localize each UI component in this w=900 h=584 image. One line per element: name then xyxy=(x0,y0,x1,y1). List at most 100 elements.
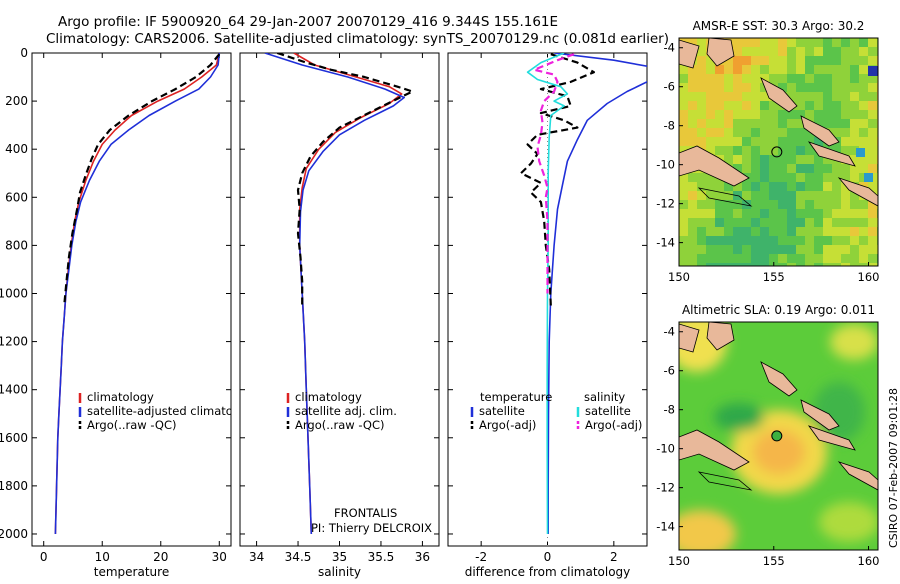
sst-cell xyxy=(832,182,841,191)
sst-cell xyxy=(751,218,760,227)
sst-cell xyxy=(679,254,688,263)
sst-cell xyxy=(697,191,706,200)
pi-label: PI: Thierry DELCROIX xyxy=(311,521,432,535)
sst-cell xyxy=(769,137,778,146)
map-y-tick-label: -4 xyxy=(664,325,675,339)
sst-cell xyxy=(742,227,751,236)
island-bougainville xyxy=(760,361,798,397)
sst-cell xyxy=(814,65,823,74)
y-tick-label: 400 xyxy=(5,142,28,156)
sst-cell xyxy=(760,74,769,83)
sst-cell xyxy=(814,182,823,191)
sst-cell xyxy=(868,47,877,56)
sst-cell xyxy=(796,38,805,47)
sst-cell xyxy=(796,254,805,263)
x-tick-label: 0 xyxy=(544,550,552,564)
sst-cell xyxy=(814,101,823,110)
reef-outline xyxy=(697,187,753,207)
sst-cell xyxy=(724,263,733,266)
sst-cell xyxy=(805,227,814,236)
sst-cell xyxy=(850,83,859,92)
series-line-satellite xyxy=(526,53,569,535)
sst-cell-cold xyxy=(868,66,878,76)
y-tick-label: 1800 xyxy=(0,479,28,493)
map-y-tick-label: -10 xyxy=(656,442,675,456)
map-x-tick-label: 155 xyxy=(763,554,785,568)
sst-cell xyxy=(859,119,868,128)
sst-cell xyxy=(859,128,868,137)
map-y-tick-label: -10 xyxy=(656,158,675,172)
sst-cell xyxy=(859,137,868,146)
sst-cell xyxy=(697,128,706,137)
sst-cell xyxy=(769,65,778,74)
sst-cell xyxy=(742,92,751,101)
sst-cell xyxy=(751,128,760,137)
sst-cell xyxy=(778,137,787,146)
sst-cell xyxy=(859,200,868,209)
sst-cell xyxy=(823,110,832,119)
sst-cell xyxy=(688,191,697,200)
sst-cell xyxy=(832,56,841,65)
panel-temperature: 0 10 20 30 temperature 0 200 400 600 800 1000 1200 1… xyxy=(0,46,232,579)
sst-cell xyxy=(688,101,697,110)
sst-cell xyxy=(760,236,769,245)
sst-cell xyxy=(733,119,742,128)
y-tick-label: 1600 xyxy=(0,431,28,445)
sst-cell xyxy=(697,263,706,266)
sst-cell xyxy=(760,119,769,128)
sst-cell xyxy=(697,254,706,263)
sst-cell xyxy=(850,164,859,173)
sst-cell xyxy=(778,119,787,128)
x-axis-label: difference from climatology xyxy=(465,565,631,579)
sst-cell xyxy=(859,74,868,83)
sst-cell xyxy=(760,218,769,227)
sst-cell xyxy=(841,101,850,110)
sst-cell xyxy=(760,200,769,209)
sst-cell xyxy=(832,101,841,110)
series-line-climatology xyxy=(293,53,403,535)
sst-cell xyxy=(787,191,796,200)
sst-cell xyxy=(787,110,796,119)
sst-cell xyxy=(715,191,724,200)
sst-cell xyxy=(841,65,850,74)
sst-cell xyxy=(688,83,697,92)
sst-cell xyxy=(841,38,850,47)
sst-cell xyxy=(706,254,715,263)
sst-cell xyxy=(724,137,733,146)
sst-cell xyxy=(706,227,715,236)
sst-cell xyxy=(733,65,742,74)
sst-cell xyxy=(868,137,877,146)
sst-cell xyxy=(769,74,778,83)
sst-cell xyxy=(706,209,715,218)
sst-cell xyxy=(841,137,850,146)
sst-cell xyxy=(769,47,778,56)
sst-cell xyxy=(679,209,688,218)
sst-cell xyxy=(850,245,859,254)
sst-cell xyxy=(823,227,832,236)
legend-label: Argo(-adj) xyxy=(479,418,536,432)
sst-cell xyxy=(769,38,778,47)
sst-cell xyxy=(787,65,796,74)
sla-anomaly-low xyxy=(714,403,764,431)
sst-cell xyxy=(760,209,769,218)
sst-cell xyxy=(805,128,814,137)
sst-cell xyxy=(796,47,805,56)
sst-cell xyxy=(733,182,742,191)
map-y-tick-label: -6 xyxy=(664,364,675,378)
map-frame xyxy=(678,37,879,267)
sst-cell xyxy=(751,92,760,101)
sst-cell xyxy=(859,164,868,173)
map-title: Altimetric SLA: 0.19 Argo: 0.011 xyxy=(682,303,875,317)
sst-cell xyxy=(832,236,841,245)
sst-cell xyxy=(787,218,796,227)
sst-cell xyxy=(751,191,760,200)
sst-cell xyxy=(850,56,859,65)
sst-cell xyxy=(778,56,787,65)
sst-cell xyxy=(796,191,805,200)
sst-cell xyxy=(814,173,823,182)
sst-cell xyxy=(805,47,814,56)
sst-cell xyxy=(868,227,877,236)
sst-cell xyxy=(688,173,697,182)
map-frame xyxy=(678,321,879,551)
sst-cell xyxy=(778,164,787,173)
